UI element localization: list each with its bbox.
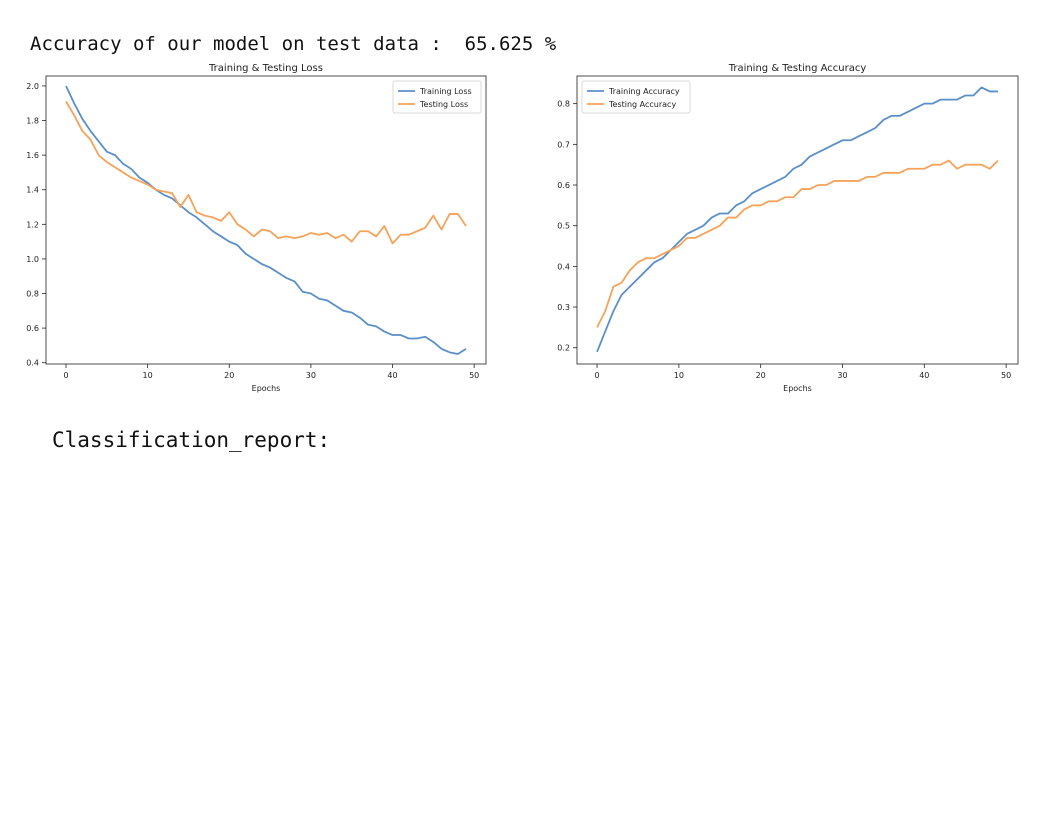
- accuracy-legend-label: Training Accuracy: [608, 87, 680, 96]
- loss-legend-label: Training Loss: [419, 87, 472, 96]
- accuracy-legend-label: Testing Accuracy: [608, 100, 676, 109]
- loss-y-tick-label: 1.8: [26, 117, 39, 126]
- accuracy-x-axis-label: Epochs: [783, 384, 812, 393]
- loss-y-tick-label: 1.6: [26, 151, 39, 160]
- loss-y-tick-label: 0.8: [26, 290, 39, 299]
- accuracy-y-tick-label: 0.7: [557, 140, 570, 149]
- accuracy-x-tick-label: 10: [674, 371, 684, 380]
- accuracy-chart-title: Training & Testing Accuracy: [728, 63, 867, 74]
- accuracy-legend-box: [581, 80, 691, 114]
- loss-legend-box: [392, 80, 482, 114]
- accuracy-x-tick-label: 40: [919, 371, 929, 380]
- accuracy-y-tick-label: 0.4: [557, 262, 570, 271]
- accuracy-x-tick-label: 0: [594, 371, 599, 380]
- accuracy-y-tick-label: 0.5: [557, 222, 570, 231]
- accuracy-x-tick-label: 20: [756, 371, 766, 380]
- loss-y-tick-label: 1.2: [26, 220, 39, 229]
- loss-x-tick-label: 40: [387, 371, 397, 380]
- loss-y-tick-label: 1.4: [26, 186, 39, 195]
- loss-legend: Training Loss Testing Loss: [392, 80, 482, 114]
- accuracy-plot-frame: [576, 75, 1019, 365]
- accuracy-x-tick-label: 50: [1001, 371, 1011, 380]
- loss-series-training-loss: [65, 85, 467, 355]
- loss-chart: Training & Testing Loss 0 10 20 30 40 50 0.4 0.6…: [26, 63, 487, 393]
- loss-y-tick-label: 0.4: [26, 359, 39, 368]
- accuracy-x-tick-label: 30: [837, 371, 847, 380]
- accuracy-series-testing-accuracy: [596, 159, 999, 328]
- loss-x-axis-label: Epochs: [252, 384, 281, 393]
- loss-x-tick-label: 0: [63, 371, 68, 380]
- loss-chart-title: Training & Testing Loss: [208, 63, 323, 74]
- loss-series-testing-loss: [65, 101, 467, 245]
- accuracy-summary: Accuracy of our model on test data : 65.…: [30, 33, 557, 55]
- accuracy-legend: Training Accuracy Testing Accuracy: [581, 80, 691, 114]
- loss-y-tick-label: 2.0: [26, 82, 39, 91]
- accuracy-series-training-accuracy: [596, 86, 998, 353]
- accuracy-y-tick-label: 0.3: [557, 303, 570, 312]
- loss-x-tick-label: 20: [224, 371, 234, 380]
- loss-x-tick-label: 10: [143, 371, 153, 380]
- loss-plot-frame: [45, 75, 487, 365]
- accuracy-y-tick-label: 0.8: [557, 100, 570, 109]
- accuracy-y-tick-label: 0.6: [557, 181, 570, 190]
- accuracy-chart: Training & Testing Accuracy 0 10 20 30 40 50 0.…: [557, 63, 1019, 393]
- report-title: Classification_report:: [52, 428, 331, 452]
- loss-legend-label: Testing Loss: [419, 100, 468, 109]
- loss-y-tick-label: 1.0: [26, 255, 39, 264]
- loss-x-tick-label: 30: [306, 371, 316, 380]
- accuracy-y-tick-label: 0.2: [557, 344, 570, 353]
- loss-x-tick-label: 50: [469, 371, 479, 380]
- loss-y-tick-label: 0.6: [26, 324, 39, 333]
